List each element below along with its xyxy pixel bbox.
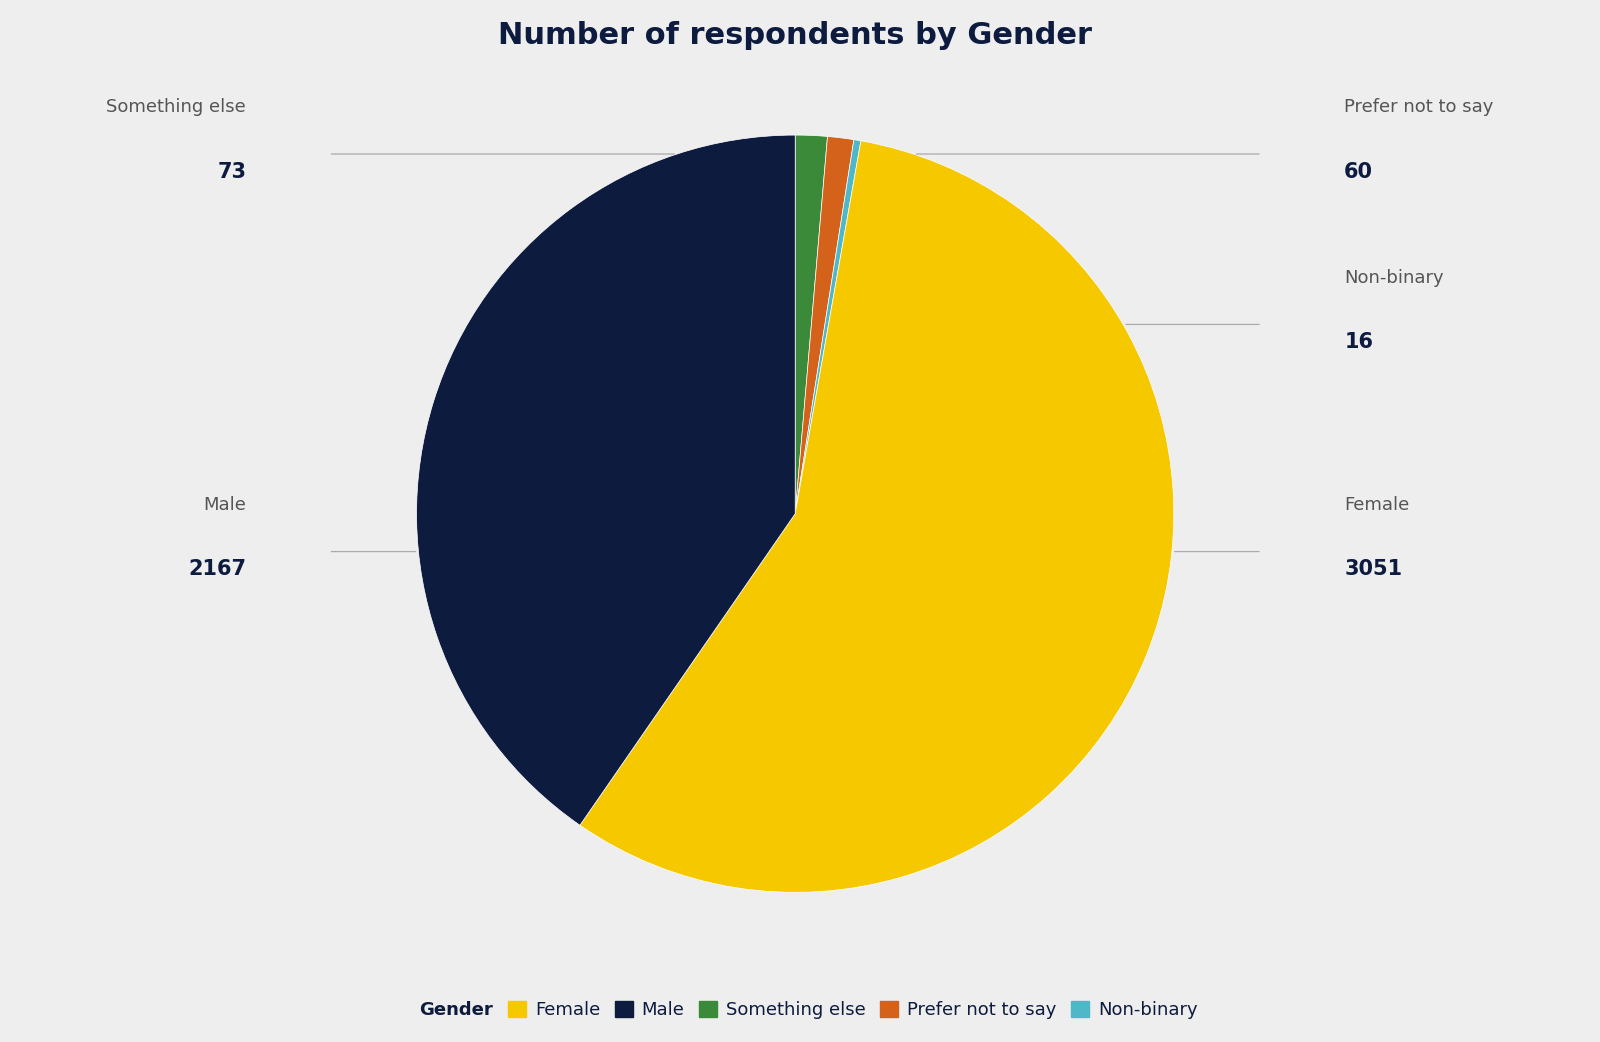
Wedge shape [795,135,827,514]
Text: 60: 60 [1344,162,1373,181]
Text: Male: Male [203,496,246,514]
Text: 16: 16 [1344,332,1373,352]
Wedge shape [416,135,795,825]
Text: 2167: 2167 [189,560,246,579]
Text: Prefer not to say: Prefer not to say [1344,98,1493,116]
Wedge shape [579,141,1174,892]
Wedge shape [795,140,861,514]
Text: Something else: Something else [107,98,246,116]
Text: 3051: 3051 [1344,560,1402,579]
Wedge shape [795,137,854,514]
Text: Female: Female [1344,496,1410,514]
Text: 73: 73 [218,162,246,181]
Text: Non-binary: Non-binary [1344,269,1443,287]
Legend: Gender, Female, Male, Something else, Prefer not to say, Non-binary: Gender, Female, Male, Something else, Pr… [386,993,1205,1026]
Title: Number of respondents by Gender: Number of respondents by Gender [498,21,1093,50]
